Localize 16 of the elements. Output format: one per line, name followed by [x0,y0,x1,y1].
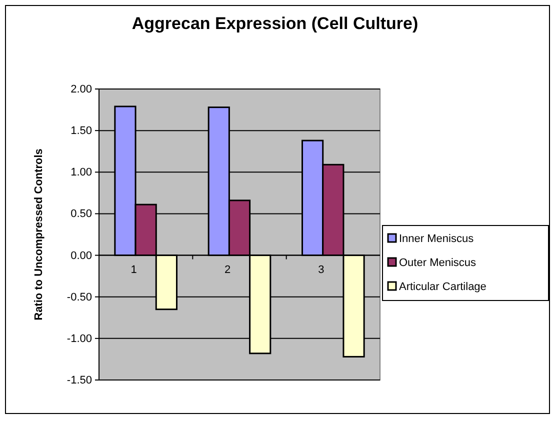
x-tick-label: 3 [318,264,324,276]
y-tick-label: 0.00 [70,250,92,262]
y-tick-label: -1.00 [66,332,92,345]
legend-label: Articular Cartilage [399,281,486,293]
y-tick-label: 1.50 [70,125,92,138]
chart-title: Aggrecan Expression (Cell Culture) [132,14,418,33]
x-tick-label: 2 [224,264,231,276]
y-tick-label: -0.50 [66,291,92,304]
y-axis-title: Ratio to Uncompressed Controls [33,148,45,320]
y-tick-label: 1.00 [70,166,92,179]
legend-label: Outer Meniscus [399,257,477,269]
y-tick-label: 0.50 [70,208,92,220]
y-tick-label: 2.00 [70,84,92,96]
legend-label: Inner Meniscus [399,233,474,245]
y-tick-label: -1.50 [66,374,92,387]
x-tick-label: 1 [130,264,137,276]
